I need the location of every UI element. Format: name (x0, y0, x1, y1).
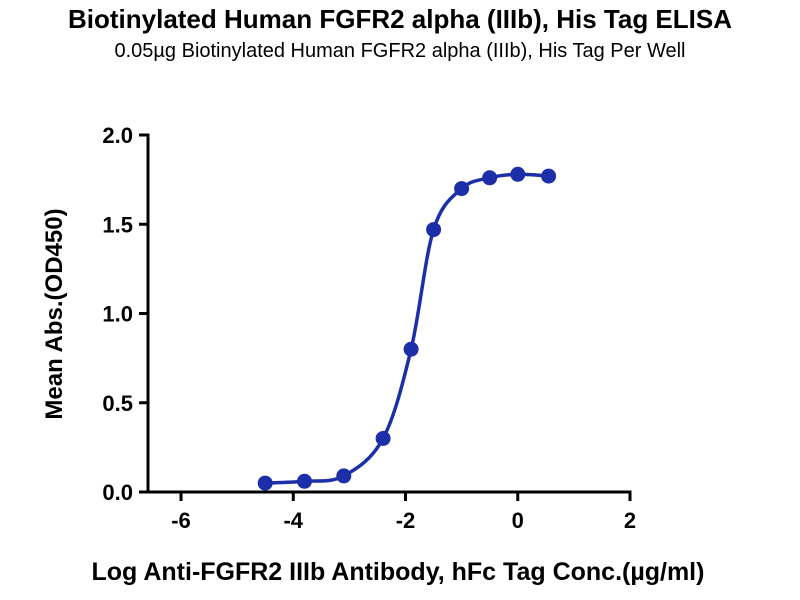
data-point (257, 475, 273, 491)
y-tick-label: 0.0 (102, 480, 133, 505)
x-tick-label: -2 (396, 508, 416, 533)
data-point (454, 181, 470, 197)
chart-subtitle: 0.05µg Biotinylated Human FGFR2 alpha (I… (114, 39, 686, 62)
data-point (375, 430, 391, 446)
y-tick-label: 1.0 (102, 302, 133, 327)
chart-title: Biotinylated Human FGFR2 alpha (IIIb), H… (67, 4, 732, 34)
x-tick-label: -6 (171, 508, 191, 533)
fit-curve (265, 172, 549, 485)
data-point (482, 170, 498, 186)
data-point (336, 468, 352, 484)
x-tick-label: 2 (624, 508, 636, 533)
data-point (403, 341, 419, 357)
x-tick-label: -4 (283, 508, 303, 533)
y-tick-label: 0.5 (102, 391, 133, 416)
data-point (510, 166, 526, 182)
x-tick-label: 0 (512, 508, 524, 533)
data-point (426, 222, 442, 238)
y-tick-label: 2.0 (102, 123, 133, 148)
data-point (541, 168, 557, 184)
y-tick-label: 1.5 (102, 212, 133, 237)
x-axis-label: Log Anti-FGFR2 IIIb Antibody, hFc Tag Co… (92, 558, 705, 586)
axes: 0.0 0.5 1.0 1.5 2.0 -6 -4 -2 0 2 (102, 123, 636, 533)
plot-area: 0.0 0.5 1.0 1.5 2.0 -6 -4 -2 0 2 (102, 123, 636, 533)
elisa-plot: 0.0 0.5 1.0 1.5 2.0 -6 -4 -2 0 2 Mean Abs.(OD450)… (41, 123, 705, 586)
y-axis-label: Mean Abs.(OD450) (41, 208, 68, 419)
data-point (297, 473, 312, 489)
data-points (257, 166, 557, 491)
